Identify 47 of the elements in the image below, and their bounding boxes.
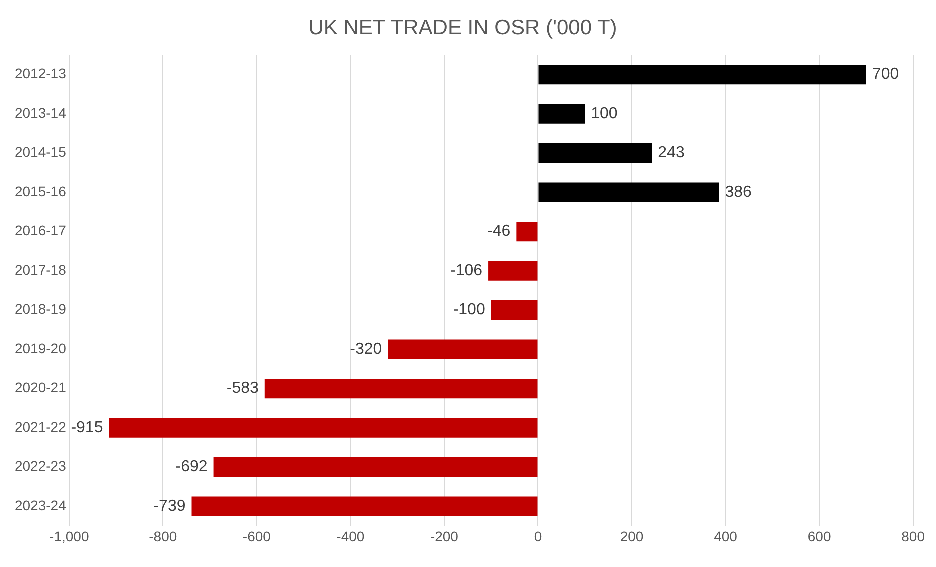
- y-tick-label: 2020-21: [14, 380, 67, 396]
- bar: [491, 300, 538, 320]
- y-tick-label: 2019-20: [14, 340, 67, 356]
- y-tick-label: 2017-18: [14, 262, 67, 278]
- y-tick-label: 2013-14: [14, 104, 67, 121]
- bar: [516, 222, 538, 242]
- chart-title: UK NET TRADE IN OSR ('000 T): [308, 16, 618, 40]
- bar: [488, 261, 538, 281]
- x-tick-label: -800: [149, 528, 178, 544]
- bar: [109, 418, 538, 438]
- bar: [388, 340, 538, 360]
- bar: [538, 182, 720, 202]
- data-label: -739: [154, 498, 186, 515]
- bar: [264, 379, 538, 399]
- x-tick-label: -1,000: [50, 528, 90, 544]
- data-label: -100: [453, 302, 486, 319]
- data-label: 386: [725, 184, 752, 201]
- x-tick-label: 400: [714, 528, 738, 544]
- x-tick-label: -600: [242, 528, 272, 544]
- data-label: 100: [591, 105, 618, 122]
- x-tick-label: 600: [808, 528, 832, 544]
- data-label: 243: [658, 144, 685, 162]
- y-tick-label: 2022-23: [14, 458, 67, 474]
- y-tick-label: 2016-17: [14, 222, 67, 239]
- y-tick-label: 2015-16: [14, 183, 67, 200]
- bar: [214, 458, 538, 478]
- data-label: -583: [226, 380, 259, 398]
- x-tick-label: -400: [336, 528, 365, 544]
- data-label: -106: [450, 262, 483, 280]
- y-tick-label: 2018-19: [14, 301, 67, 318]
- y-tick-label: 2021-22: [14, 418, 67, 435]
- y-tick-label: 2023-24: [14, 497, 67, 514]
- data-label: -320: [350, 340, 382, 358]
- bar: [538, 65, 866, 85]
- y-tick-label: 2014-15: [14, 144, 67, 160]
- x-tick-label: 800: [902, 528, 926, 544]
- bar: [538, 144, 652, 164]
- bar: [538, 104, 586, 124]
- data-label: -915: [71, 419, 104, 436]
- data-label: 700: [872, 66, 900, 84]
- data-label: -46: [488, 223, 511, 240]
- y-tick-label: 2012-13: [14, 66, 67, 82]
- x-tick-label: 0: [534, 528, 542, 544]
- x-tick-label: -200: [430, 528, 459, 544]
- bar: [192, 496, 538, 516]
- data-label: -692: [176, 458, 208, 476]
- x-tick-label: 200: [620, 528, 644, 544]
